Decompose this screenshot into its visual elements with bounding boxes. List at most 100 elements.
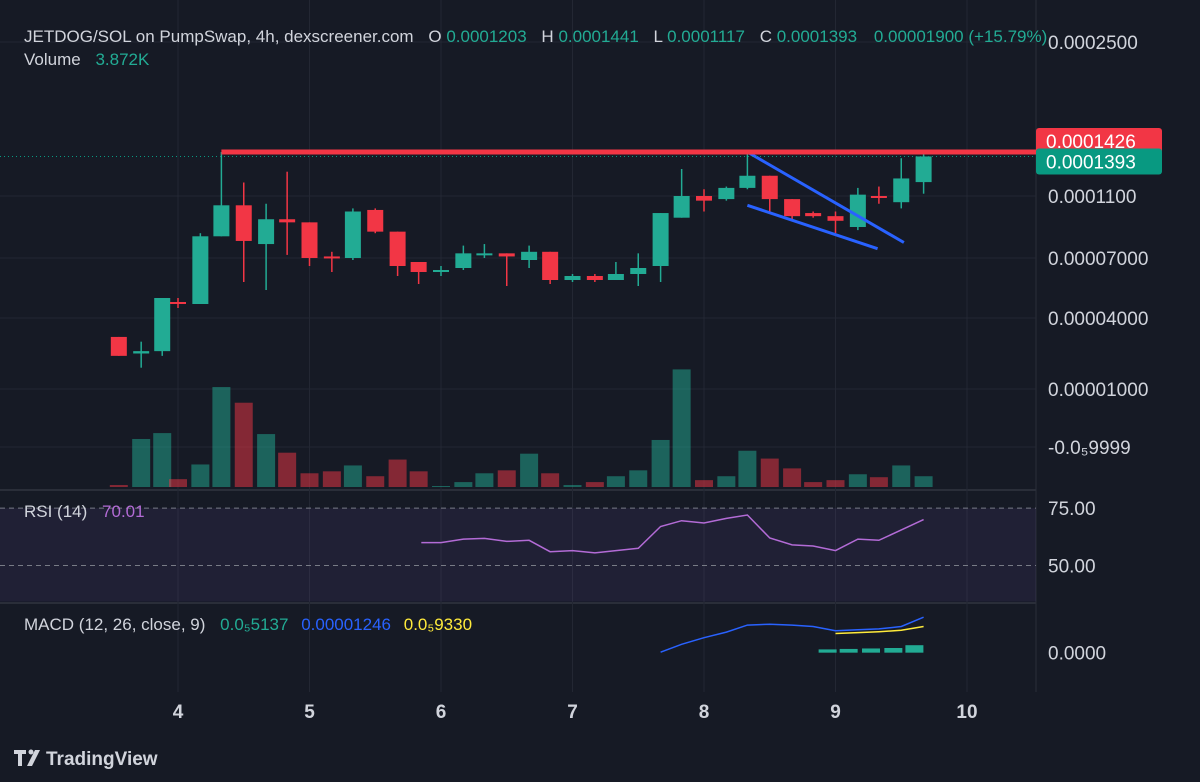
low-value: 0.0001117: [667, 27, 745, 46]
candle-body-28: [718, 187, 735, 200]
candle-body-26: [673, 196, 690, 218]
macd-hist-bar-4: [905, 645, 924, 653]
price-tick-3: 0.00004000: [1048, 309, 1148, 330]
volume-bar-14: [409, 471, 428, 487]
open-key: O: [428, 27, 441, 46]
candle-body-3: [170, 302, 186, 304]
candle-body-32: [805, 213, 822, 217]
tradingview-brand: TradingView: [46, 749, 158, 770]
volume-bar-1: [132, 438, 151, 487]
price-tick-1: 0.0001100: [1048, 187, 1136, 208]
macd-title: MACD (12, 26, close, 9): [24, 615, 205, 634]
tradingview-logo-icon: [14, 749, 40, 766]
open-value: 0.0001203: [446, 27, 526, 46]
volume-bar-35: [869, 477, 888, 487]
candle-body-9: [301, 222, 318, 258]
chart-legend: JETDOG/SOL on PumpSwap, 4h, dexscreener.…: [24, 27, 1047, 46]
candle-body-34: [849, 194, 866, 227]
volume-bar-3: [169, 479, 187, 487]
volume-bar-24: [629, 470, 648, 487]
candle-body-27: [696, 196, 712, 201]
candle-body-18: [498, 253, 515, 257]
price-axis: 0.0002500 0.0001100 0.00007000 0.00004000 0.…: [1036, 33, 1162, 459]
candle-body-29: [739, 175, 756, 188]
candle-body-11: [344, 211, 361, 258]
candle-body-33: [827, 216, 844, 221]
last_price-label-box: [1036, 148, 1162, 175]
volume-bar-11: [343, 465, 362, 487]
volume-bar-9: [300, 473, 319, 487]
volume-bar-25: [651, 439, 670, 487]
volume-bar-5: [212, 387, 231, 487]
rsi-level-label-1: 50.00: [1048, 557, 1096, 578]
volume-bars: [109, 369, 933, 487]
candle-body-25: [652, 213, 669, 266]
last_price-label: 0.0001393: [1046, 152, 1136, 173]
candles: [110, 150, 932, 368]
time-tick-6: 10: [956, 702, 977, 723]
candle-body-10: [323, 256, 340, 259]
resistance-label-box: [1036, 128, 1162, 154]
candle-body-35: [870, 196, 887, 198]
signal-line: [835, 625, 924, 635]
candle-body-4: [192, 236, 209, 304]
macd-line-value: 0.00001246: [301, 615, 391, 634]
time-tick-3: 7: [567, 702, 578, 723]
low-key: L: [654, 27, 663, 46]
candle-body-36: [893, 178, 910, 203]
rsi-line: [421, 514, 924, 554]
price-tick-5: -0.0₅9999: [1048, 438, 1131, 459]
macd-hist-value: 0.0₅5137: [220, 615, 288, 634]
grid: [0, 0, 1036, 692]
candle-body-31: [784, 199, 801, 217]
rsi-value: 70.01: [102, 502, 145, 521]
volume-bar-7: [257, 434, 276, 487]
candle-body-7: [258, 219, 275, 245]
candle-body-37: [915, 156, 932, 183]
close-key: C: [760, 27, 772, 46]
time-tick-1: 5: [304, 702, 315, 723]
price-tick-0: 0.0002500: [1048, 33, 1138, 54]
candle-body-14: [410, 262, 427, 272]
candle-body-15: [433, 270, 449, 272]
time-tick-4: 8: [699, 702, 710, 723]
candle-body-2: [154, 298, 171, 352]
volume-key: Volume: [24, 50, 81, 69]
macd-legend: MACD (12, 26, close, 9) 0.0₅5137 0.00001…: [24, 615, 472, 634]
volume-bar-8: [278, 452, 297, 487]
volume-bar-26: [672, 369, 691, 487]
volume-bar-33: [826, 480, 845, 487]
volume-bar-10: [322, 471, 341, 487]
candle-body-5: [213, 205, 230, 237]
volume-bar-12: [366, 476, 385, 487]
candle-body-8: [279, 219, 296, 223]
macd-hist-bar-3: [884, 648, 903, 653]
candle-body-21: [564, 276, 581, 280]
volume-bar-6: [234, 402, 253, 487]
trendlines: [746, 150, 905, 251]
tradingview-logo[interactable]: TradingView: [14, 749, 158, 770]
macd-zero-label: 0.0000: [1048, 644, 1106, 665]
volume-bar-32: [804, 482, 823, 487]
candle-body-24: [630, 268, 647, 274]
volume-bar-34: [848, 474, 867, 487]
macd-line: [660, 616, 924, 653]
macd-pane: 0.0000: [660, 616, 1106, 665]
volume-bar-17: [475, 473, 494, 487]
price-tick-4: 0.00001000: [1048, 380, 1148, 401]
rsi-title: RSI (14): [24, 502, 87, 521]
time-axis: 4 5 6 7 8 9 10: [173, 702, 978, 723]
volume-bar-37: [914, 476, 933, 487]
rsi-band: [0, 508, 1036, 602]
close-value: 0.0001393: [777, 27, 857, 46]
candle-body-17: [476, 253, 493, 256]
time-tick-0: 4: [173, 702, 184, 723]
volume-bar-15: [432, 486, 450, 487]
macd-signal-value: 0.0₅9330: [404, 615, 472, 634]
price-tick-2: 0.00007000: [1048, 249, 1148, 270]
rsi-levels: 75.00 50.00: [0, 499, 1096, 578]
candle-body-13: [389, 231, 406, 266]
volume-bar-18: [497, 470, 516, 487]
